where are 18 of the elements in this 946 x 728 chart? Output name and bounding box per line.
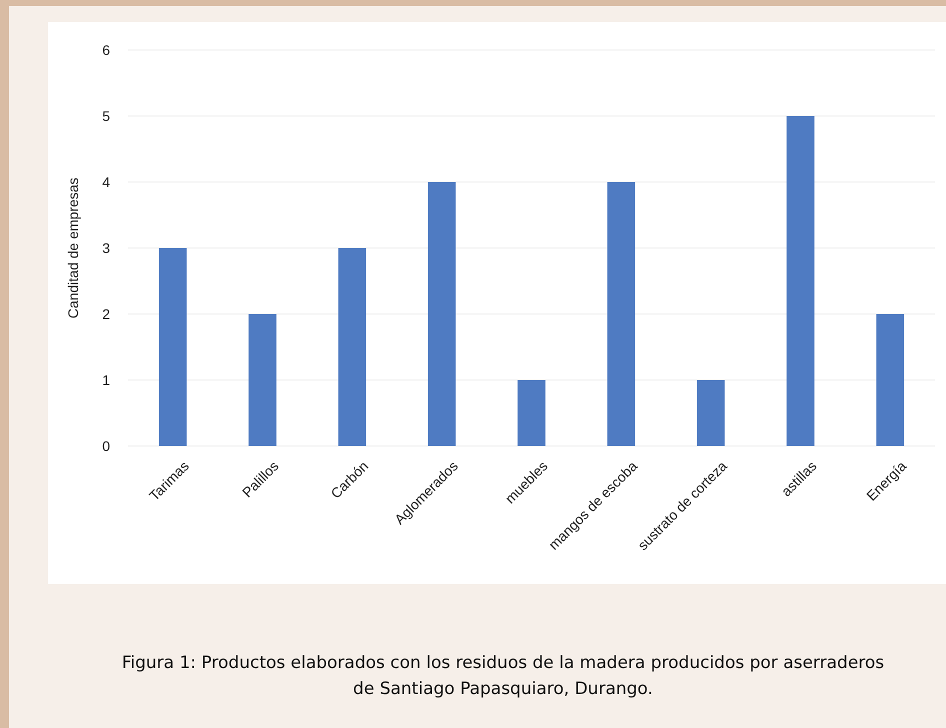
y-tick-label: 3 [102, 240, 110, 256]
y-tick-label: 0 [102, 438, 110, 454]
y-tick-label: 4 [102, 174, 110, 190]
y-tick-label: 2 [102, 306, 110, 322]
bar [518, 380, 546, 446]
bar [876, 314, 904, 446]
y-axis-title: Canditad de empresas [65, 178, 81, 318]
bar [696, 380, 725, 446]
bar [786, 116, 814, 446]
bar [158, 248, 187, 446]
y-tick-label: 5 [102, 108, 110, 124]
bar [607, 182, 636, 446]
bar [248, 314, 276, 446]
y-tick-label: 6 [102, 42, 110, 58]
y-tick-label: 1 [102, 372, 110, 388]
bar [338, 248, 366, 446]
text: Figura 1: Productos elaborados con los residuos de la madera producidos por aserraderos de Santiago Papasquiaro, Durango. [122, 653, 884, 699]
bar [428, 182, 456, 446]
